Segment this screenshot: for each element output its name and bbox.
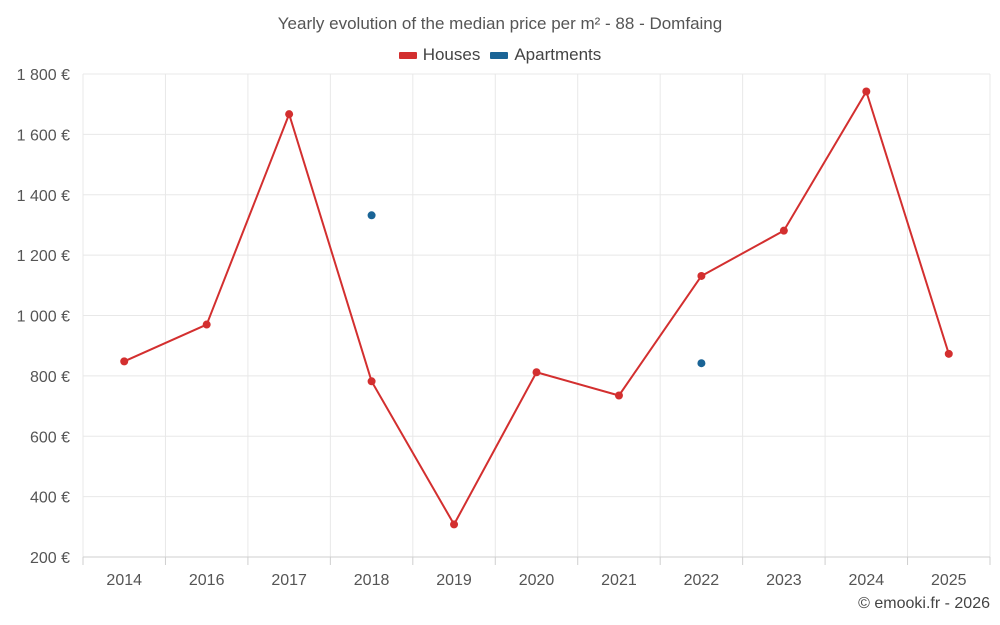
data-point-houses	[944, 349, 953, 358]
legend-label-apartments: Apartments	[514, 45, 602, 64]
x-tick-label: 2018	[354, 572, 390, 589]
data-point-houses	[450, 520, 459, 529]
legend-item-apartments[interactable]: Apartments	[490, 45, 601, 65]
chart-title: Yearly evolution of the median price per…	[277, 14, 723, 33]
x-tick-label: 2017	[271, 572, 307, 589]
x-tick-label: 2022	[684, 572, 720, 589]
y-tick-label: 800 €	[30, 369, 70, 386]
data-point-houses	[202, 320, 211, 329]
y-tick-label: 400 €	[30, 490, 70, 507]
y-tick-label: 1 600 €	[17, 127, 70, 144]
data-point-apartments	[697, 359, 706, 368]
y-tick-label: 600 €	[30, 429, 70, 446]
legend-item-houses[interactable]: Houses	[398, 45, 481, 65]
y-tick-label: 1 400 €	[17, 188, 70, 205]
x-tick-label: 2021	[601, 572, 637, 589]
y-tick-label: 200 €	[30, 550, 70, 567]
x-tick-label: 2016	[189, 572, 225, 589]
data-point-houses	[532, 368, 541, 377]
data-point-houses	[285, 110, 294, 119]
legend-swatch-apartments	[490, 51, 509, 59]
y-tick-label: 1 000 €	[17, 309, 70, 326]
x-tick-label: 2014	[106, 572, 142, 589]
x-tick-label: 2019	[436, 572, 472, 589]
data-point-houses	[614, 391, 623, 400]
data-point-houses	[779, 226, 788, 235]
data-point-apartments	[367, 211, 376, 220]
x-tick-label: 2020	[519, 572, 555, 589]
y-tick-label: 1 200 €	[17, 248, 70, 265]
legend-label-houses: Houses	[422, 45, 481, 64]
x-tick-label: 2025	[931, 572, 967, 589]
legend-swatch-houses	[398, 51, 417, 59]
legend: Houses Apartments	[0, 45, 1000, 65]
data-point-houses	[120, 357, 129, 366]
data-point-houses	[862, 87, 871, 96]
x-tick-label: 2023	[766, 572, 802, 589]
y-tick-label: 1 800 €	[17, 67, 70, 84]
credit-text: © emooki.fr - 2026	[858, 595, 990, 612]
x-tick-label: 2024	[849, 572, 885, 589]
data-point-houses	[697, 271, 706, 280]
data-point-houses	[367, 377, 376, 386]
